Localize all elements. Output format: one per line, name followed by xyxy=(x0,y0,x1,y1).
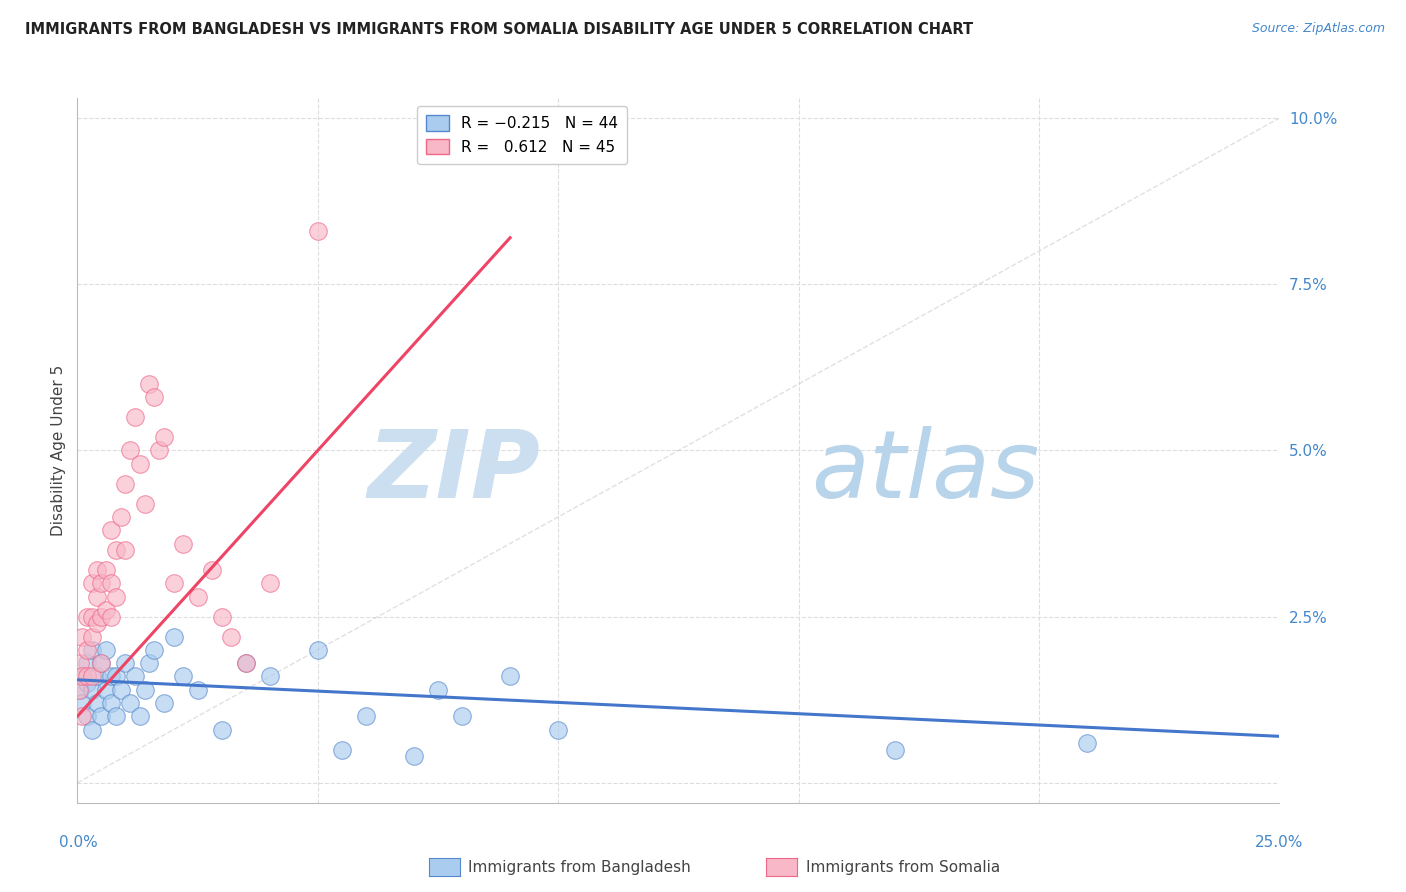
Point xyxy=(100,669,122,683)
Point xyxy=(128,457,150,471)
Y-axis label: Disability Age Under 5: Disability Age Under 5 xyxy=(51,365,66,536)
Point xyxy=(86,616,108,631)
Point xyxy=(187,590,209,604)
Text: 0.0%: 0.0% xyxy=(59,836,98,850)
Point xyxy=(86,669,108,683)
Point xyxy=(201,563,224,577)
Point xyxy=(153,430,176,444)
Point xyxy=(114,543,136,558)
Point xyxy=(69,656,91,670)
Point xyxy=(330,742,353,756)
Point xyxy=(86,696,108,710)
Point xyxy=(70,669,93,683)
Point xyxy=(128,709,150,723)
Text: Immigrants from Somalia: Immigrants from Somalia xyxy=(806,860,1000,874)
Point xyxy=(70,696,93,710)
Point xyxy=(138,656,160,670)
Point xyxy=(172,536,194,550)
Point xyxy=(499,669,522,683)
Point xyxy=(211,609,233,624)
Point xyxy=(100,576,122,591)
Point xyxy=(80,682,103,697)
Point xyxy=(307,643,329,657)
Legend: R = −0.215   N = 44, R =   0.612   N = 45: R = −0.215 N = 44, R = 0.612 N = 45 xyxy=(418,106,627,164)
Text: Source: ZipAtlas.com: Source: ZipAtlas.com xyxy=(1251,22,1385,36)
Point xyxy=(153,696,176,710)
Point xyxy=(96,563,118,577)
Point xyxy=(187,682,209,697)
Point xyxy=(110,510,132,524)
Point xyxy=(100,609,122,624)
Point xyxy=(104,543,127,558)
Point xyxy=(120,443,142,458)
Point xyxy=(134,497,156,511)
Point xyxy=(143,643,166,657)
Point xyxy=(90,656,112,670)
Point xyxy=(162,630,184,644)
Point xyxy=(67,682,90,697)
Point xyxy=(80,723,103,737)
Point xyxy=(70,630,93,644)
Point xyxy=(80,669,103,683)
Point xyxy=(90,656,112,670)
Point xyxy=(69,682,91,697)
Point xyxy=(86,563,108,577)
Point xyxy=(219,630,242,644)
Point xyxy=(100,696,122,710)
Point xyxy=(76,676,98,690)
Point xyxy=(70,709,93,723)
Point xyxy=(86,590,108,604)
Point xyxy=(148,443,170,458)
Point xyxy=(110,682,132,697)
Point xyxy=(76,656,98,670)
Point xyxy=(76,669,98,683)
Point xyxy=(235,656,257,670)
Text: Immigrants from Bangladesh: Immigrants from Bangladesh xyxy=(468,860,690,874)
Point xyxy=(90,609,112,624)
Point xyxy=(114,656,136,670)
Point xyxy=(80,643,103,657)
Point xyxy=(90,709,112,723)
Text: IMMIGRANTS FROM BANGLADESH VS IMMIGRANTS FROM SOMALIA DISABILITY AGE UNDER 5 COR: IMMIGRANTS FROM BANGLADESH VS IMMIGRANTS… xyxy=(25,22,973,37)
Point xyxy=(1076,736,1098,750)
Point xyxy=(90,576,112,591)
Point xyxy=(96,682,118,697)
Point xyxy=(427,682,450,697)
Point xyxy=(162,576,184,591)
Text: ZIP: ZIP xyxy=(367,425,540,517)
Text: atlas: atlas xyxy=(811,426,1039,517)
Point xyxy=(172,669,194,683)
Point xyxy=(235,656,257,670)
Point xyxy=(104,590,127,604)
Text: 25.0%: 25.0% xyxy=(1256,836,1303,850)
Point xyxy=(76,609,98,624)
Point xyxy=(80,630,103,644)
Point xyxy=(96,643,118,657)
Point xyxy=(70,669,93,683)
Point xyxy=(451,709,474,723)
Point xyxy=(307,224,329,238)
Point xyxy=(259,576,281,591)
Point xyxy=(114,476,136,491)
Point xyxy=(104,669,127,683)
Point xyxy=(104,709,127,723)
Point xyxy=(80,609,103,624)
Point xyxy=(883,742,905,756)
Point xyxy=(134,682,156,697)
Point xyxy=(354,709,377,723)
Point xyxy=(124,669,146,683)
Point xyxy=(96,603,118,617)
Point xyxy=(143,390,166,404)
Point xyxy=(211,723,233,737)
Point xyxy=(547,723,569,737)
Point xyxy=(124,410,146,425)
Point xyxy=(76,709,98,723)
Point xyxy=(76,643,98,657)
Point xyxy=(402,749,425,764)
Point xyxy=(120,696,142,710)
Point xyxy=(259,669,281,683)
Point xyxy=(138,376,160,391)
Point xyxy=(100,523,122,537)
Point xyxy=(80,576,103,591)
